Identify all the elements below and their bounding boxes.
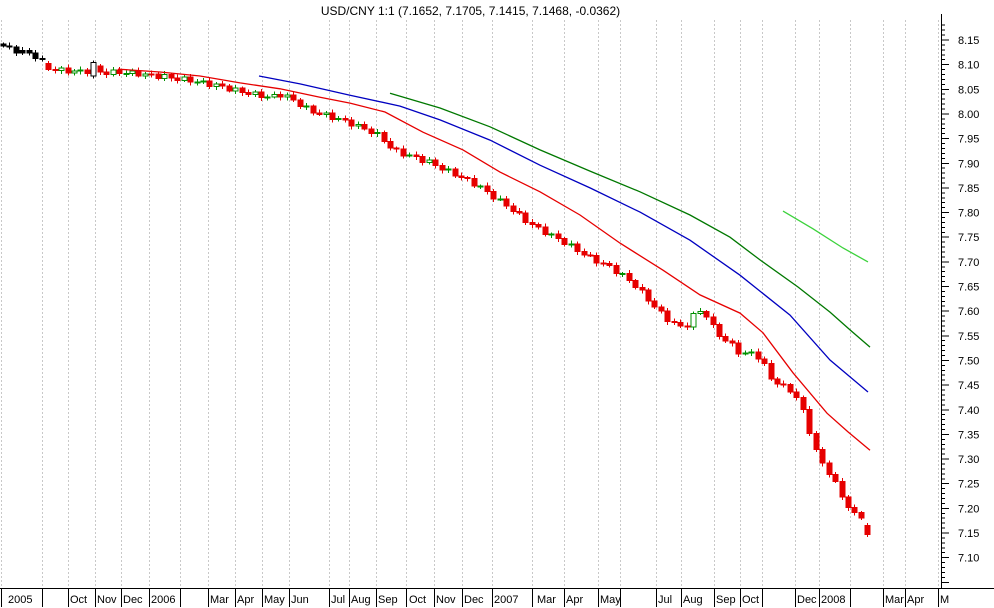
ma-medium-blue (258, 75, 869, 393)
x-axis-label: Mar (885, 594, 904, 606)
x-axis-label: Dec (464, 594, 484, 606)
y-axis-label: 7.85 (958, 183, 979, 195)
y-axis-label: 7.75 (958, 232, 979, 244)
moving-average-lines (117, 68, 871, 451)
y-axis-label: 7.65 (958, 282, 979, 294)
ma-fast-red (117, 68, 871, 451)
candlestick-series (0, 42, 871, 538)
x-axis-label: Apr (566, 594, 583, 606)
y-axis-label: 7.30 (958, 454, 979, 466)
x-axis-label: Aug (683, 594, 703, 606)
y-axis-label: 8.10 (958, 60, 979, 72)
ma-longest-lightgreen (782, 210, 869, 263)
x-axis-label: Mar (537, 594, 556, 606)
y-axis-label: 7.20 (958, 503, 979, 515)
x-axis-label: Sep (378, 594, 398, 606)
x-axis-label: Oct (742, 594, 759, 606)
y-axis-label: 8.00 (958, 109, 979, 121)
x-axis-label: Oct (409, 594, 426, 606)
x-axis-label: May (600, 594, 621, 606)
y-axis-label: 7.25 (958, 479, 979, 491)
y-axis-label: 7.15 (958, 528, 979, 540)
x-axis-label: 2008 (821, 594, 845, 606)
x-axis-label: Nov (436, 594, 456, 606)
x-axis-label: Sep (716, 594, 736, 606)
y-axis-label: 7.90 (958, 158, 979, 170)
y-axis-label: 7.95 (958, 134, 979, 146)
x-axis-label: Dec (797, 594, 817, 606)
ma-slow-darkgreen (389, 92, 871, 348)
x-axis-label: May (264, 594, 285, 606)
y-axis-label: 7.70 (958, 257, 979, 269)
x-axis-label: 2007 (494, 594, 518, 606)
y-axis-label: 8.05 (958, 84, 979, 96)
x-axis-label: Jul (331, 594, 345, 606)
x-axis-label: 2006 (151, 594, 175, 606)
x-axis-label: Nov (97, 594, 117, 606)
x-axis-label: Apr (237, 594, 254, 606)
y-axis-label: 7.40 (958, 405, 979, 417)
time-axis: 2005 Oct Nov Dec 2006 Mar Apr May Jun Jul Aug Sep Oc… (0, 588, 994, 607)
x-axis-label: 2005 (8, 594, 32, 606)
chart-title: USD/CNY 1:1 (7.1652, 7.1705, 7.1415, 7.1… (320, 4, 621, 18)
x-axis-label: Jul (658, 594, 672, 606)
x-axis-label: M (940, 594, 949, 606)
y-axis-label: 8.15 (958, 35, 979, 47)
x-axis-label: Apr (907, 594, 924, 606)
y-axis-label: 7.10 (958, 553, 979, 565)
x-axis-label: Dec (123, 594, 143, 606)
price-axis: 7.10 7.15 7.20 7.25 7.30 7.35 7.40 7.45 7.50 7.55… (941, 14, 979, 588)
y-axis-label: 7.35 (958, 429, 979, 441)
x-axis-label: Aug (351, 594, 371, 606)
y-axis-label: 7.45 (958, 380, 979, 392)
gridlines (1, 20, 939, 588)
x-axis-label: Jun (291, 594, 309, 606)
y-axis-label: 7.60 (958, 306, 979, 318)
x-axis-label: Mar (210, 594, 229, 606)
x-axis-label: Oct (70, 594, 87, 606)
y-axis-label: 7.50 (958, 355, 979, 367)
y-axis-label: 7.80 (958, 208, 979, 220)
y-axis-label: 7.55 (958, 331, 979, 343)
